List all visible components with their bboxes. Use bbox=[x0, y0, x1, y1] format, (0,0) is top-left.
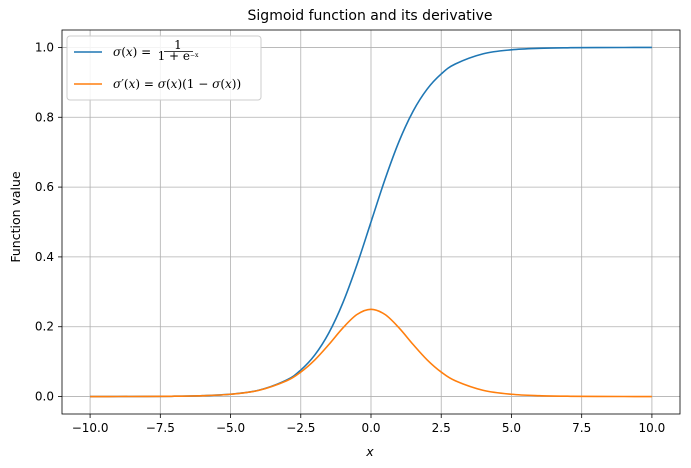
x-tick-label: 5.0 bbox=[502, 421, 521, 435]
x-tick-label: −10.0 bbox=[72, 421, 109, 435]
y-tick-label: 0.2 bbox=[35, 320, 54, 334]
series-group bbox=[90, 46, 652, 398]
x-tick-label: 0.0 bbox=[361, 421, 380, 435]
y-tick-label: 0.8 bbox=[35, 110, 54, 124]
series-line-derivative bbox=[90, 308, 652, 398]
y-tick-label: 0.4 bbox=[35, 250, 54, 264]
y-tick-label: 1.0 bbox=[35, 40, 54, 54]
legend: σ(x) = 1 1 + e−x σ′(x) = σ(x)(1 − σ(x)) bbox=[66, 35, 262, 101]
y-tick-label: 0.0 bbox=[35, 390, 54, 404]
x-tick-label: −7.5 bbox=[146, 421, 175, 435]
x-tick-label: −5.0 bbox=[216, 421, 245, 435]
legend-box bbox=[66, 35, 262, 101]
x-tick-label: 7.5 bbox=[572, 421, 591, 435]
x-tick-label: −2.5 bbox=[286, 421, 315, 435]
legend-sigmoid-numerator: 1 bbox=[174, 38, 182, 52]
ticks: −10.0 −7.5 −5.0 −2.5 0.0 2.5 5.0 7.5 10.0 0.0 0.2 0… bbox=[35, 40, 665, 435]
legend-label-derivative: σ′(x) = σ(x)(1 − σ(x)) bbox=[113, 77, 241, 91]
y-axis-label: Function value bbox=[8, 171, 23, 263]
chart-title: Sigmoid function and its derivative bbox=[248, 8, 493, 24]
legend-sigmoid-denominator: 1 + e−x bbox=[158, 49, 199, 63]
x-tick-label: 2.5 bbox=[432, 421, 451, 435]
y-tick-label: 0.6 bbox=[35, 180, 54, 194]
legend-label-sigmoid: σ(x) = bbox=[113, 45, 151, 59]
x-axis-label: x bbox=[365, 444, 374, 459]
x-tick-label: 10.0 bbox=[639, 421, 666, 435]
